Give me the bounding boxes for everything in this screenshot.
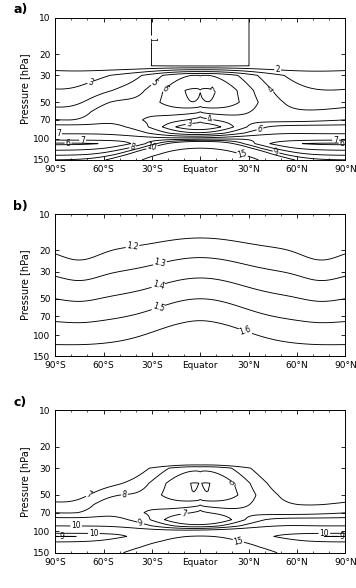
Text: 1.4: 1.4	[151, 279, 165, 292]
Text: 6: 6	[160, 84, 169, 94]
Text: 4: 4	[266, 84, 276, 94]
Text: 10: 10	[89, 529, 99, 538]
Text: 6: 6	[66, 139, 70, 148]
Text: 1.2: 1.2	[126, 241, 139, 252]
Text: 1.5: 1.5	[151, 301, 166, 313]
Text: 9: 9	[59, 532, 64, 541]
Text: 1.6: 1.6	[238, 325, 252, 338]
Text: 3: 3	[186, 119, 192, 129]
Text: 5: 5	[149, 78, 158, 88]
Text: c): c)	[13, 396, 26, 409]
Text: 7: 7	[333, 136, 338, 145]
Text: 8: 8	[122, 490, 127, 499]
Text: 7: 7	[56, 129, 61, 138]
Text: 10: 10	[146, 142, 158, 153]
Text: 2: 2	[275, 65, 280, 75]
Text: b): b)	[13, 199, 28, 213]
Text: 6: 6	[256, 124, 263, 134]
Text: a): a)	[13, 3, 27, 16]
Text: 15: 15	[236, 149, 248, 160]
Y-axis label: Pressure [hPa]: Pressure [hPa]	[20, 250, 30, 320]
Text: 8: 8	[129, 142, 136, 152]
Y-axis label: Pressure [hPa]: Pressure [hPa]	[20, 446, 30, 517]
Text: 7: 7	[80, 136, 85, 145]
Text: 4: 4	[207, 114, 213, 124]
Text: 15: 15	[232, 536, 244, 546]
Y-axis label: Pressure [hPa]: Pressure [hPa]	[20, 54, 30, 124]
Text: 3: 3	[87, 77, 94, 87]
Text: 9: 9	[137, 518, 144, 528]
Text: 7: 7	[181, 509, 187, 519]
Text: 1.3: 1.3	[153, 258, 167, 269]
Text: 9: 9	[229, 479, 239, 488]
Text: 1: 1	[147, 36, 156, 41]
Text: 9: 9	[272, 147, 279, 157]
Text: 10: 10	[320, 529, 329, 538]
Text: 10: 10	[71, 522, 81, 530]
Text: 7: 7	[85, 490, 93, 500]
Text: 9: 9	[340, 532, 345, 541]
Text: 6: 6	[340, 139, 345, 148]
Text: 7: 7	[210, 85, 220, 95]
